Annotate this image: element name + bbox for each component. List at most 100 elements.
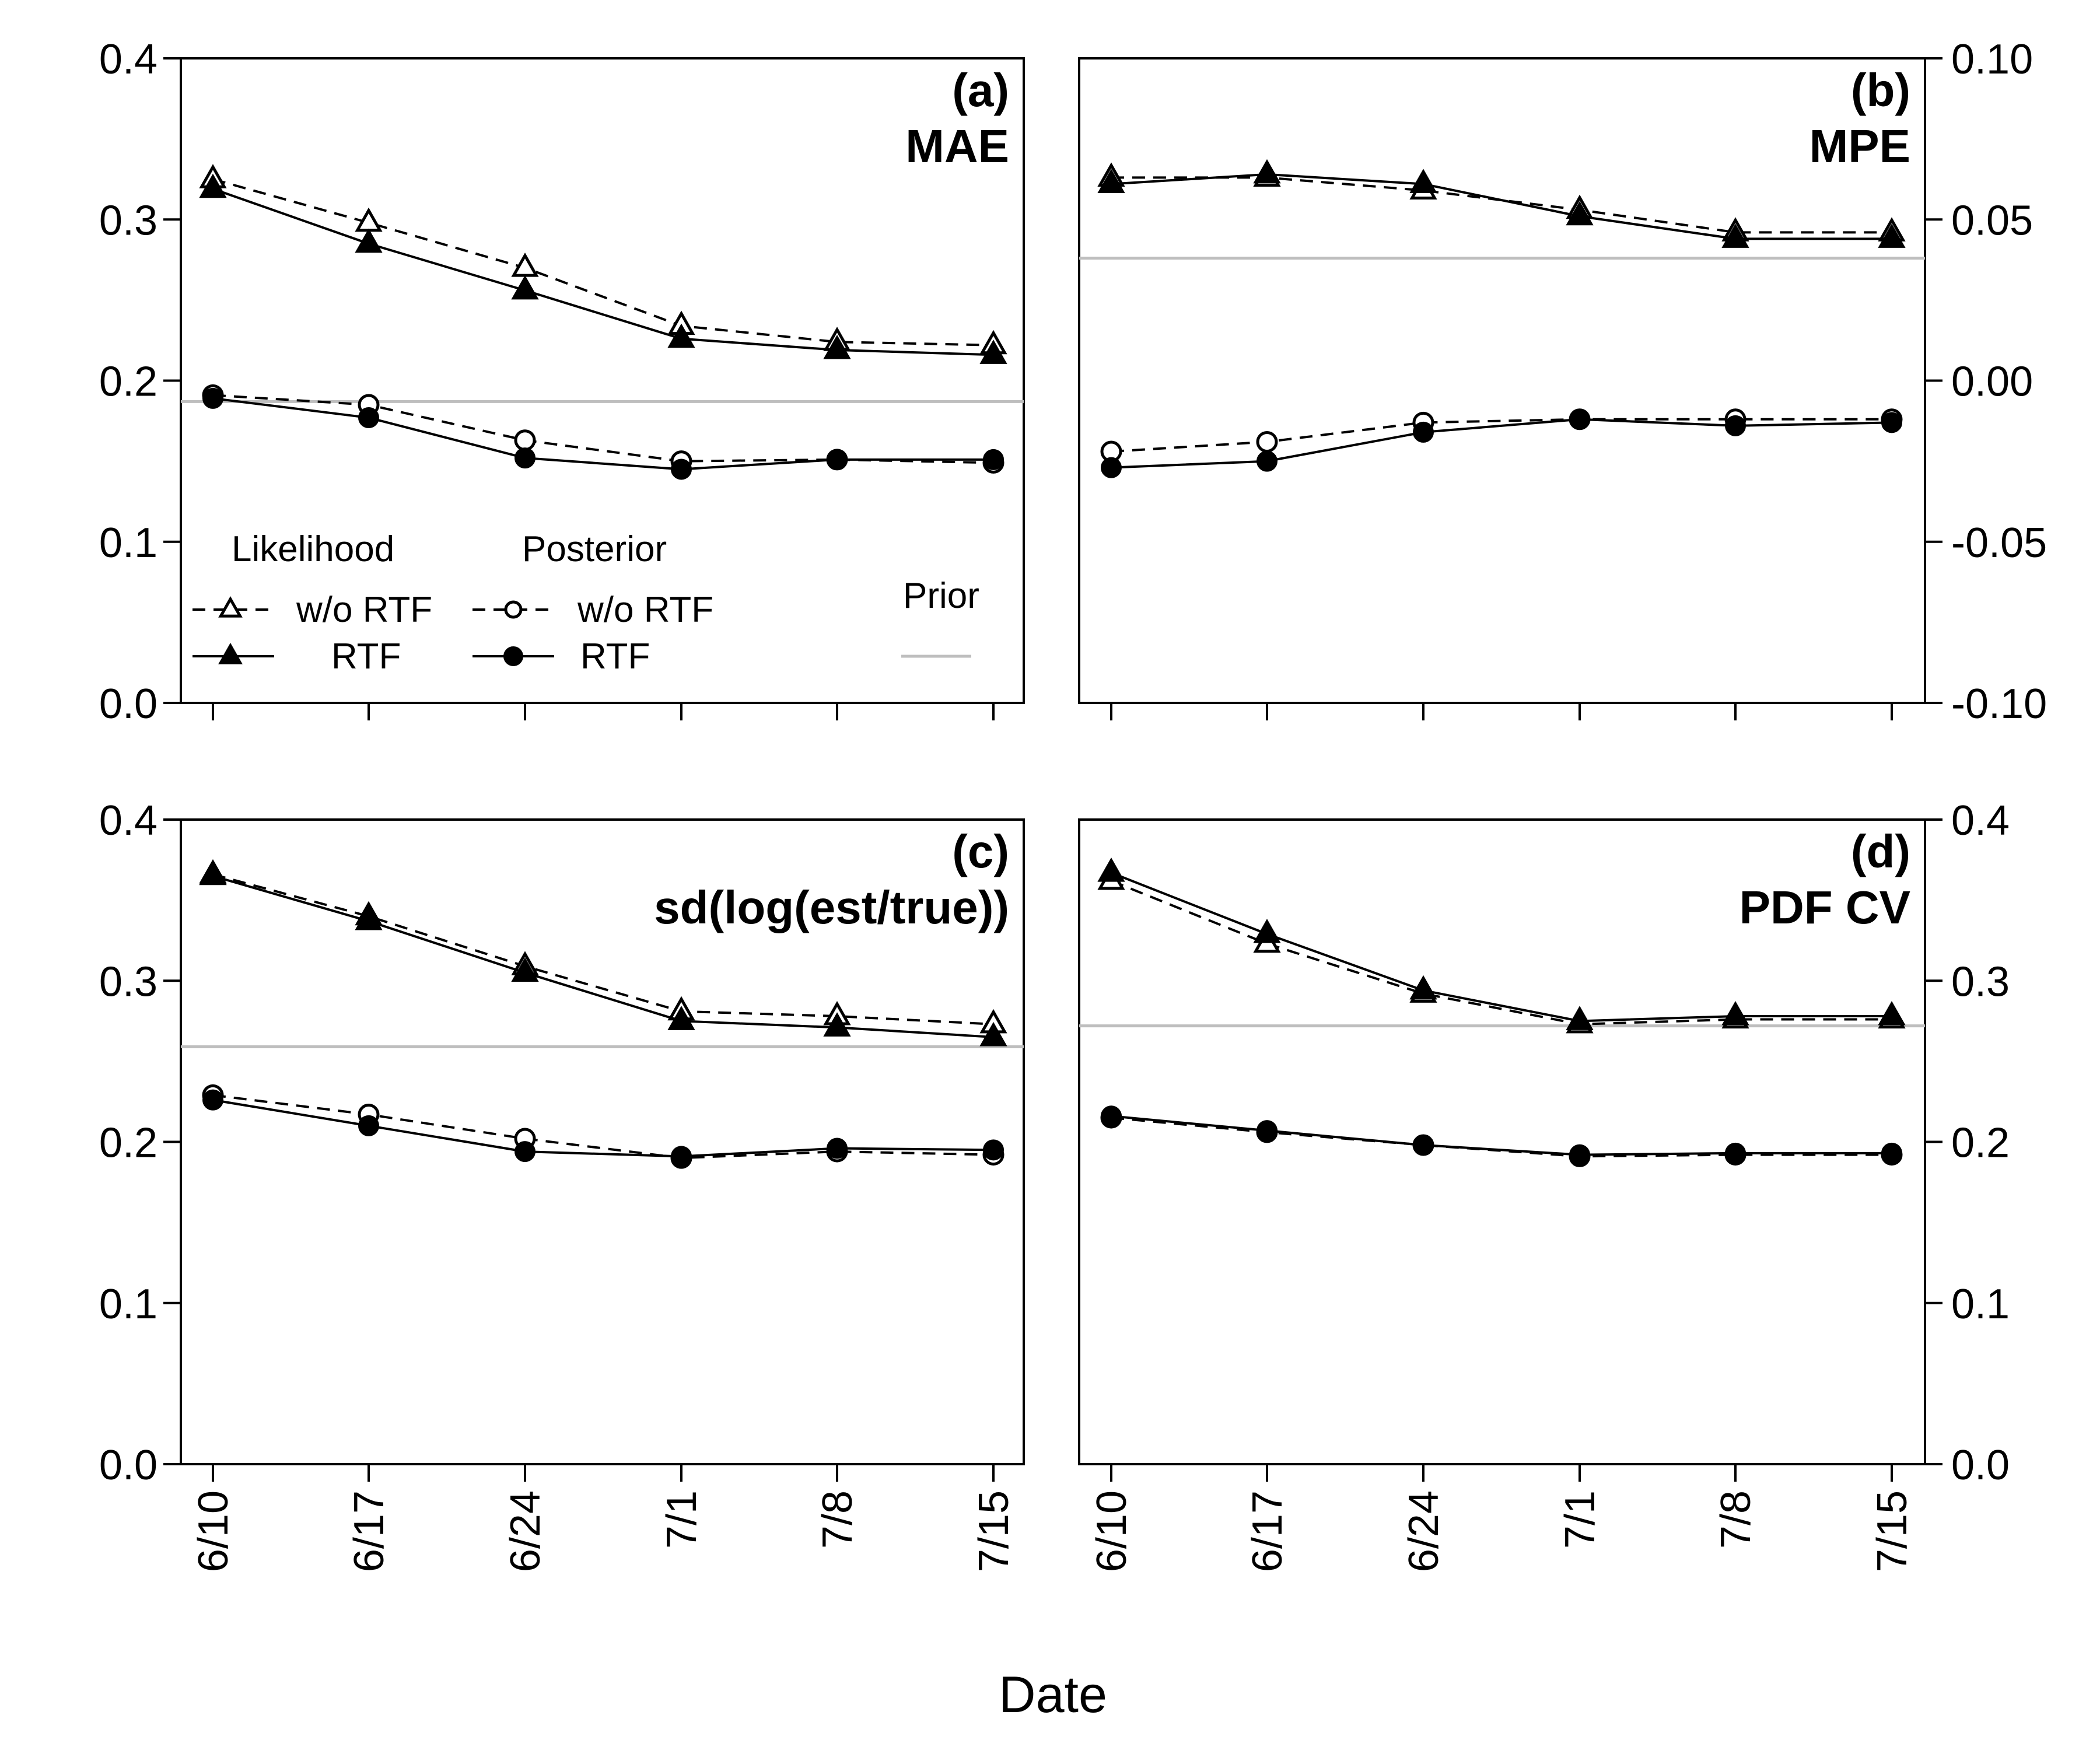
point-posterior-rtf bbox=[827, 449, 848, 470]
y-tick-label: 0.1 bbox=[1951, 1281, 2010, 1328]
point-posterior-wo-rtf bbox=[1256, 430, 1278, 453]
y-tick-label: 0.1 bbox=[99, 520, 158, 566]
panel-label: (c) bbox=[952, 825, 1009, 877]
x-tick-label: 6/24 bbox=[502, 1490, 549, 1572]
point-likelihood-rtf bbox=[1409, 169, 1437, 193]
y-tick-label: 0.1 bbox=[99, 1281, 158, 1328]
y-tick-label: 0.0 bbox=[99, 681, 158, 727]
point-posterior-rtf bbox=[671, 1146, 692, 1167]
point-likelihood-rtf bbox=[511, 275, 539, 300]
point-likelihood-rtf bbox=[1721, 1000, 1749, 1026]
point-likelihood-rtf bbox=[823, 1012, 851, 1037]
y-tick-label: 0.10 bbox=[1951, 36, 2033, 83]
legend-likelihood-title: Likelihood bbox=[232, 529, 394, 569]
legend-prior-title: Prior bbox=[903, 576, 979, 616]
x-tick-label: 7/8 bbox=[814, 1490, 861, 1549]
point-likelihood-rtf bbox=[823, 334, 851, 359]
y-tick-label: 0.05 bbox=[1951, 197, 2033, 244]
point-posterior-rtf bbox=[1413, 421, 1434, 443]
point-posterior-rtf bbox=[983, 449, 1004, 470]
point-likelihood-rtf bbox=[1878, 223, 1906, 248]
point-likelihood-rtf bbox=[1097, 169, 1125, 193]
point-posterior-rtf bbox=[514, 447, 536, 469]
legend-posterior-title: Posterior bbox=[522, 529, 667, 569]
point-likelihood-rtf bbox=[979, 1021, 1007, 1046]
x-tick-label: 6/17 bbox=[346, 1490, 393, 1572]
series-line-0 bbox=[1111, 880, 1892, 1026]
series-line-0 bbox=[212, 178, 994, 346]
x-tick-label: 7/1 bbox=[1557, 1490, 1604, 1549]
point-posterior-rtf bbox=[1881, 412, 1902, 433]
point-likelihood-rtf bbox=[355, 228, 383, 253]
point-posterior-rtf bbox=[1101, 1105, 1122, 1127]
point-posterior-rtf bbox=[358, 407, 379, 429]
x-tick-label: 6/17 bbox=[1244, 1490, 1291, 1572]
legend-marker-likelihood-wo-rtf bbox=[218, 596, 243, 618]
series-line-0 bbox=[212, 873, 994, 1026]
legend-marker-likelihood-rtf bbox=[218, 642, 243, 664]
x-tick-label: 7/15 bbox=[1869, 1490, 1916, 1572]
legend-label-likelihood-rtf: RTF bbox=[331, 636, 401, 677]
panel-d: 0.0 0.1 0.2 0.3 0.4 6/10 6/17 6/24 7/1 7/8 7/15 (d)… bbox=[1078, 797, 2010, 1572]
point-posterior-rtf bbox=[202, 1089, 223, 1111]
point-likelihood-rtf bbox=[979, 340, 1007, 364]
series-line-1 bbox=[212, 874, 994, 1038]
series-line-3 bbox=[1111, 418, 1892, 469]
series-line-1 bbox=[1111, 872, 1892, 1023]
series-line-0 bbox=[1111, 176, 1892, 234]
plot-frame bbox=[1078, 57, 1926, 704]
point-posterior-rtf bbox=[1881, 1142, 1902, 1164]
point-likelihood-rtf bbox=[667, 1006, 695, 1030]
legend-marker-posterior-wo-rtf bbox=[504, 600, 523, 619]
y-tick-label: 0.2 bbox=[1951, 1120, 2010, 1167]
y-tick-label: -0.05 bbox=[1951, 520, 2047, 566]
panel-label: (d) bbox=[1851, 825, 1910, 877]
series-line-3 bbox=[212, 1098, 994, 1158]
x-axis-label: Date bbox=[999, 1665, 1107, 1723]
point-posterior-wo-rtf bbox=[514, 429, 536, 452]
point-likelihood-rtf bbox=[355, 905, 383, 930]
y-tick-label: 0.00 bbox=[1951, 359, 2033, 405]
point-posterior-rtf bbox=[1569, 408, 1590, 430]
point-likelihood-rtf bbox=[1566, 1006, 1594, 1030]
point-posterior-rtf bbox=[1256, 450, 1278, 472]
panel-c: 0.0 0.1 0.2 0.3 0.4 6/10 6/17 6/24 7/1 7/8 7/15 (c)… bbox=[99, 797, 1025, 1572]
panel-a: 0.0 0.1 0.2 0.3 0.4 (a)MAE Likelihood Posterior… bbox=[99, 36, 1025, 727]
legend-label-posterior-rtf: RTF bbox=[580, 636, 650, 677]
point-likelihood-rtf bbox=[667, 323, 695, 348]
series-line-1 bbox=[212, 187, 994, 356]
legend-label-posterior-wo-rtf: w/o RTF bbox=[577, 590, 713, 630]
point-posterior-rtf bbox=[1569, 1144, 1590, 1166]
x-tick-label: 6/10 bbox=[1088, 1490, 1135, 1572]
point-likelihood-rtf bbox=[511, 957, 539, 982]
x-tick-label: 6/24 bbox=[1401, 1490, 1447, 1572]
point-posterior-rtf bbox=[983, 1139, 1004, 1161]
series-line-3 bbox=[212, 397, 993, 471]
point-likelihood-rtf bbox=[199, 173, 227, 198]
y-tick-label: 0.3 bbox=[1951, 958, 2010, 1005]
panel-label: (a) bbox=[952, 64, 1009, 116]
series-line-2 bbox=[212, 1094, 994, 1160]
point-posterior-rtf bbox=[358, 1115, 379, 1136]
point-posterior-rtf bbox=[514, 1141, 536, 1163]
y-tick-label: 0.3 bbox=[99, 197, 158, 244]
panel-title: sd(log(est/true)) bbox=[654, 881, 1009, 933]
series-line-3 bbox=[1111, 1115, 1892, 1156]
point-posterior-rtf bbox=[1256, 1120, 1278, 1142]
panel-title: MAE bbox=[905, 120, 1009, 172]
point-posterior-rtf bbox=[1101, 457, 1122, 478]
panel-label: (b) bbox=[1851, 64, 1910, 116]
y-tick-label: 0.4 bbox=[1951, 797, 2010, 844]
point-posterior-rtf bbox=[202, 387, 223, 409]
x-tick-label: 7/8 bbox=[1713, 1490, 1759, 1549]
y-tick-label: 0.4 bbox=[99, 36, 158, 83]
legend-label-likelihood-wo-rtf: w/o RTF bbox=[296, 590, 432, 630]
y-tick-label: 0.2 bbox=[99, 1120, 158, 1167]
x-tick-label: 7/1 bbox=[659, 1490, 705, 1549]
y-tick-label: 0.3 bbox=[99, 958, 158, 1005]
series-line-2 bbox=[1111, 1116, 1892, 1158]
y-tick-label: 0.0 bbox=[99, 1442, 158, 1489]
point-likelihood-rtf bbox=[1409, 975, 1437, 1000]
series-line-2 bbox=[212, 394, 994, 464]
